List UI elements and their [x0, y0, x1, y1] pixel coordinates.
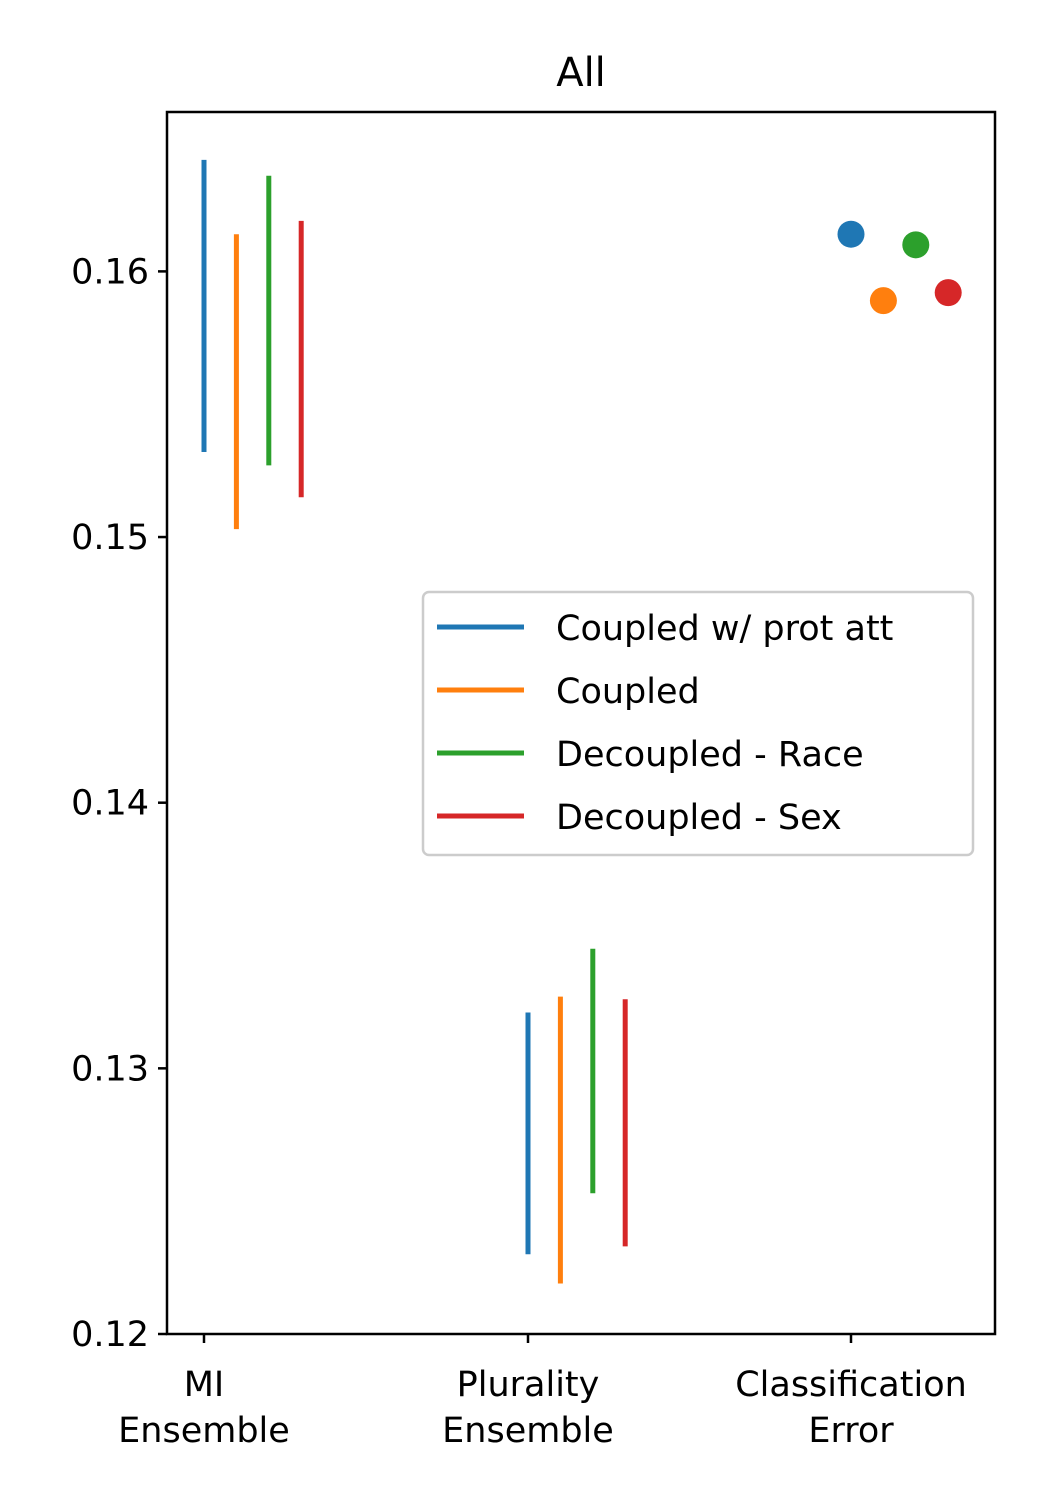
- x-axis: MI Ensemble Plurality Ensemble Classificatio…: [118, 1334, 967, 1451]
- plot-marks: [201, 159, 962, 1284]
- point-marker: [869, 287, 897, 315]
- chart-title: All: [556, 50, 606, 96]
- legend-label: Coupled: [556, 672, 700, 712]
- legend-label: Decoupled - Sex: [556, 798, 842, 838]
- legend-label: Coupled w/ prot att: [556, 609, 893, 649]
- point-marker: [934, 279, 962, 307]
- y-tick-label: 0.13: [71, 1049, 149, 1089]
- x-tick-label: MI Ensemble: [118, 1365, 290, 1451]
- y-tick-label: 0.15: [71, 518, 149, 558]
- x-tick-label: Plurality Ensemble: [442, 1365, 614, 1451]
- legend-label: Decoupled - Race: [556, 735, 864, 775]
- point-marker: [837, 220, 865, 248]
- y-axis: 0.12 0.13 0.14 0.15 0.16: [71, 252, 167, 1355]
- x-tick-label: Classification Error: [735, 1365, 967, 1451]
- y-tick-label: 0.16: [71, 252, 149, 292]
- point-marker: [902, 231, 930, 259]
- plot-frame: [165, 110, 997, 1336]
- legend-box: [421, 590, 975, 857]
- y-tick-label: 0.12: [71, 1315, 149, 1355]
- y-tick-label: 0.14: [71, 784, 149, 824]
- legend: Coupled w/ prot att Coupled Decoupled - Ra…: [421, 590, 975, 857]
